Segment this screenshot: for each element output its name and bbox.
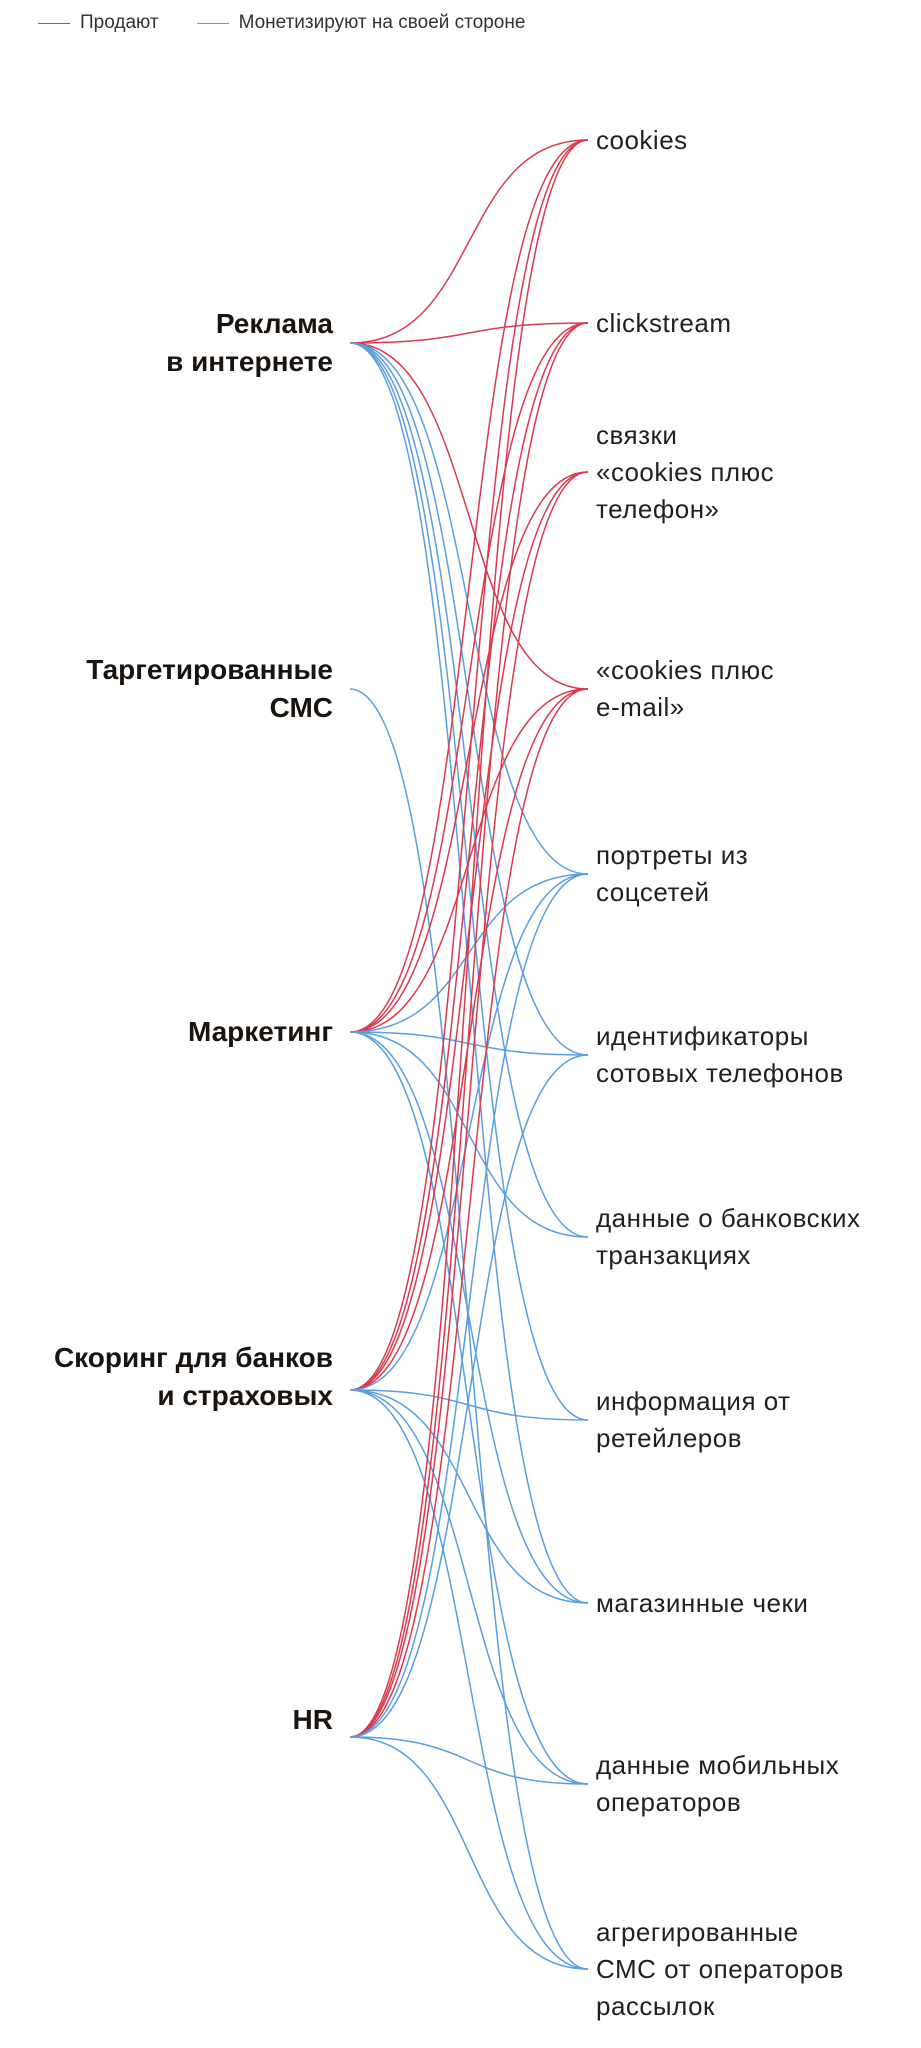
legend-item-sell: Продают (38, 12, 159, 34)
link-mkt-phone (349, 471, 589, 1033)
link-hr-ids (349, 1054, 589, 1738)
legend-swatch-sell (38, 22, 70, 24)
source-label-line: СМС (269, 692, 333, 723)
link-scr-social (349, 873, 589, 1391)
target-label-line: ретейлеров (596, 1423, 743, 1453)
target-node-retail: информация от ретейлеров (596, 1383, 791, 1457)
target-label-line: сотовых телефонов (596, 1058, 844, 1088)
link-mkt-click (349, 322, 589, 1033)
target-label-line: рассылок (596, 1990, 715, 2021)
link-mkt-mobile (349, 1031, 589, 1785)
target-label-line: транзакциях (596, 1240, 751, 1270)
link-mkt-receipts (349, 1031, 589, 1604)
target-node-social: портреты из соцсетей (596, 837, 748, 911)
source-label-line: Маркетинг (187, 1016, 333, 1047)
legend-label-sell: Продают (80, 12, 159, 33)
target-label-line: «cookies плюс (596, 456, 775, 487)
source-node-scr: Скоринг для банков и страховых (54, 1339, 333, 1415)
target-node-email: «cookies плюс e-mail» (596, 652, 774, 726)
link-sms-aggsms (349, 688, 589, 1970)
target-label-line: данные мобильных (596, 1750, 840, 1780)
link-scr-receipts (349, 1389, 589, 1604)
link-hr-phone (349, 471, 589, 1738)
link-hr-cookies (349, 139, 589, 1738)
source-label-line: Реклама (215, 308, 333, 339)
link-scr-aggsms (349, 1389, 589, 1970)
target-label-line: магазинные чеки (596, 1587, 809, 1618)
target-node-phone: связки «cookies плюс телефон» (596, 417, 774, 528)
source-label-line: в интернете (166, 346, 333, 377)
target-label-line: данные о банковских (596, 1203, 861, 1233)
link-ads-retail (349, 342, 589, 1421)
target-label-line: идентификаторы (596, 1021, 809, 1051)
source-node-mkt: Маркетинг (188, 1013, 333, 1051)
link-mkt-cookies (349, 139, 589, 1033)
legend-item-own: Монетизируют на своей стороне (196, 12, 526, 34)
link-scr-mobile (349, 1389, 589, 1785)
target-label-line: соцсетей (596, 877, 710, 907)
link-hr-aggsms (349, 1736, 589, 1970)
target-node-mobile: данные мобильных операторов (596, 1747, 839, 1821)
link-scr-click (349, 322, 589, 1391)
link-ads-ids (349, 342, 589, 1056)
source-label-line: Таргетированные (86, 654, 333, 685)
target-node-cookies: cookies (596, 122, 688, 159)
target-node-aggsms: агрегированные СМС от операторов рассылок (596, 1914, 844, 2025)
link-scr-retail (349, 1389, 589, 1421)
target-label-line: cookies (596, 124, 688, 155)
link-mkt-social (349, 873, 589, 1033)
target-label-line: портреты из (596, 840, 749, 870)
link-ads-cookies (349, 139, 589, 344)
link-ads-click (349, 322, 589, 344)
target-label-line: агрегированные (596, 1916, 799, 1947)
target-node-ids: идентификаторы сотовых телефонов (596, 1018, 844, 1092)
legend-swatch-own (196, 22, 229, 24)
link-hr-click (349, 322, 589, 1738)
source-label-line: HR (292, 1704, 333, 1735)
link-ads-email (349, 342, 589, 690)
link-hr-mobile (349, 1736, 589, 1785)
target-label-line: телефон» (596, 493, 720, 524)
link-ads-social (349, 342, 589, 875)
source-label-line: Скоринг для банков (53, 1342, 333, 1373)
target-label-line: связки (596, 419, 678, 450)
target-label-line: СМС от операторов (596, 1953, 844, 1984)
legend-label-own: Монетизируют на своей стороне (238, 12, 526, 33)
target-label-line: информация от (596, 1386, 791, 1416)
link-hr-email (349, 688, 589, 1738)
target-label-line: операторов (596, 1787, 742, 1817)
source-label-line: и страховых (157, 1380, 333, 1411)
source-node-ads: Реклама в интернете (166, 305, 333, 381)
link-scr-cookies (349, 139, 589, 1391)
target-node-click: clickstream (596, 305, 732, 342)
link-hr-social (349, 873, 589, 1738)
target-label-line: «cookies плюс (596, 655, 775, 685)
target-label-line: e-mail» (596, 692, 685, 722)
legend: Продают Монетизируют на своей стороне (38, 12, 563, 34)
source-node-hr: HR (293, 1701, 333, 1739)
target-node-receipts: магазинные чеки (596, 1585, 808, 1622)
link-ads-receipts (349, 342, 589, 1604)
link-ads-bank (349, 342, 589, 1238)
target-node-bank: данные о банковских транзакциях (596, 1200, 861, 1274)
target-label-line: clickstream (596, 307, 732, 338)
source-node-sms: Таргетированные СМС (86, 651, 333, 727)
